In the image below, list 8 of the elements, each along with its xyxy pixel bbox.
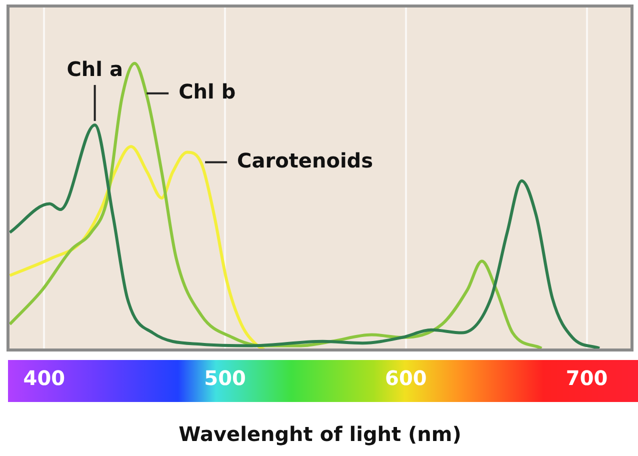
x-tick-label: 600 <box>385 366 427 390</box>
x-tick-label: 400 <box>23 366 66 390</box>
series-label: Chl b <box>178 80 236 104</box>
x-tick-label: 700 <box>566 366 608 390</box>
x-axis-title: Wavelenght of light (nm) <box>178 422 462 446</box>
text: Chl a <box>66 57 123 82</box>
x-tick-label: 500 <box>204 366 246 390</box>
series-label: Carotenoids <box>237 148 374 172</box>
